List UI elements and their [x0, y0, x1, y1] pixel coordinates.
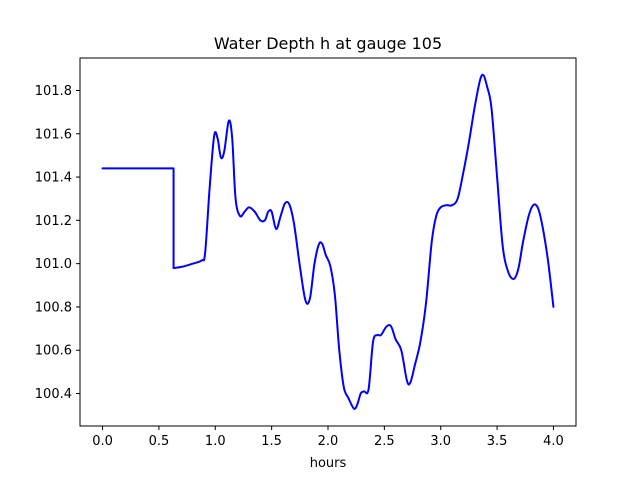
y-tick-label: 101.2 [35, 214, 72, 229]
x-tick-label: 0.0 [92, 434, 113, 449]
y-tick-label: 101.0 [35, 257, 72, 272]
x-tick-label: 2.5 [374, 434, 395, 449]
series-line [101, 73, 555, 410]
x-tick-label: 0.5 [149, 434, 170, 449]
x-axis: 0.0 0.5 1.0 1.5 2.0 2.5 3.0 3.5 4.0 [92, 426, 564, 449]
y-axis: 100.4 100.6 100.8 101.0 101.2 101.4 101.6 101.8 [35, 84, 80, 402]
x-tick-label: 1.0 [205, 434, 226, 449]
x-tick-label: 2.0 [318, 434, 339, 449]
x-tick-label: 3.0 [430, 434, 451, 449]
y-tick-label: 101.4 [35, 171, 72, 186]
y-tick-label: 101.8 [35, 84, 72, 99]
y-tick-label: 100.6 [35, 344, 72, 359]
chart-title: Water Depth h at gauge 105 [214, 34, 442, 53]
plot-area [101, 73, 555, 410]
y-tick-label: 100.4 [35, 387, 72, 402]
x-axis-label: hours [310, 456, 347, 471]
y-tick-label: 100.8 [35, 300, 72, 315]
x-tick-label: 4.0 [543, 434, 564, 449]
x-tick-label: 1.5 [261, 434, 282, 449]
x-tick-label: 3.5 [487, 434, 508, 449]
y-tick-label: 101.6 [35, 127, 72, 142]
